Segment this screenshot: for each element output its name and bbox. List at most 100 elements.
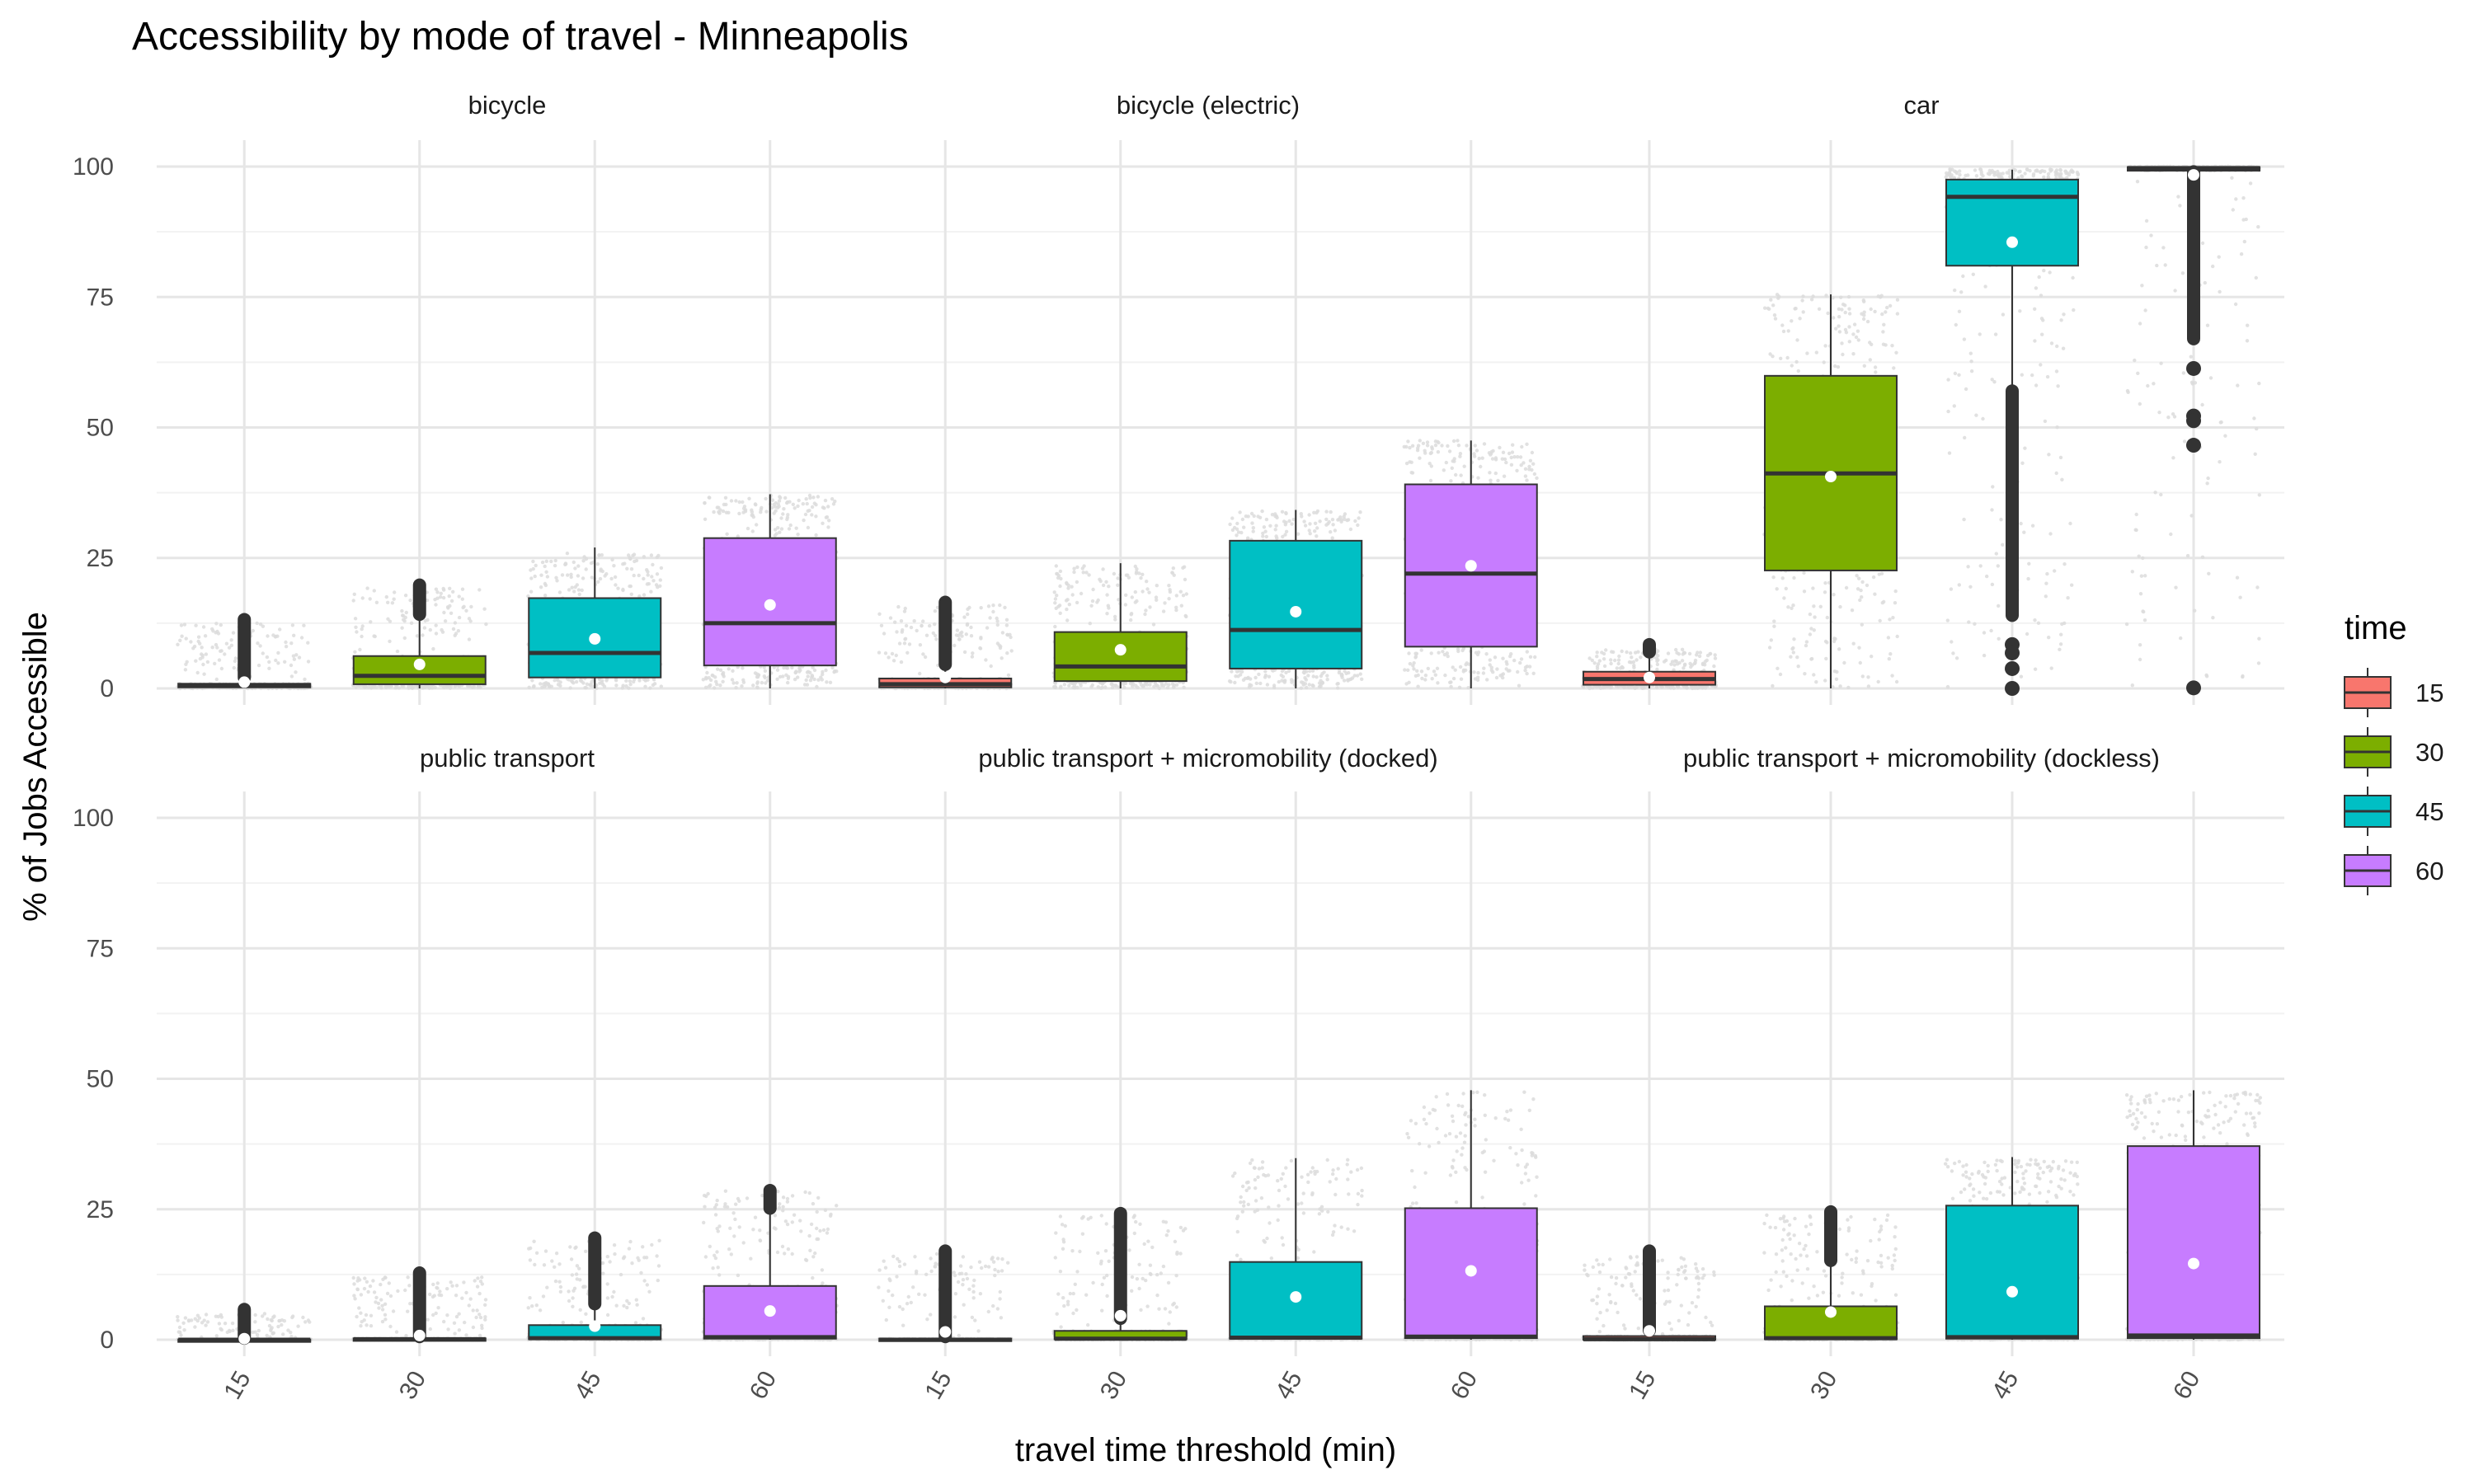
jitter-point	[1268, 524, 1272, 528]
jitter-point	[352, 592, 356, 596]
jitter-point	[783, 495, 788, 500]
jitter-point	[1290, 680, 1294, 684]
jitter-point	[1070, 593, 1075, 597]
jitter-point	[1151, 622, 1156, 627]
jitter-point	[1528, 655, 1533, 659]
jitter-point	[1126, 573, 1130, 577]
jitter-point	[2138, 643, 2142, 647]
jitter-point	[531, 559, 535, 564]
jitter-point	[1064, 599, 1069, 603]
jitter-point	[2053, 173, 2058, 177]
jitter-point	[1473, 677, 1478, 681]
jitter-point	[821, 521, 825, 525]
jitter-point	[2037, 275, 2041, 279]
jitter-point	[1969, 369, 1974, 373]
jitter-point	[788, 523, 793, 528]
jitter-point	[791, 502, 795, 506]
jitter-point	[1242, 525, 1246, 529]
jitter-point	[921, 619, 925, 623]
jitter-point	[1973, 622, 1977, 626]
jitter-point	[2161, 246, 2166, 250]
jitter-point	[1843, 303, 1847, 308]
mean-point	[1465, 560, 1477, 572]
jitter-point	[1428, 478, 1433, 483]
jitter-point	[570, 585, 574, 589]
jitter-point	[1994, 552, 1998, 556]
jitter-point	[986, 604, 991, 608]
jitter-point	[2027, 561, 2031, 566]
jitter-point	[1287, 519, 1291, 524]
jitter-point	[1674, 659, 1679, 664]
jitter-point	[596, 580, 600, 584]
jitter-point	[1090, 599, 1095, 603]
jitter-point	[1768, 352, 1772, 356]
jitter-point	[402, 618, 406, 622]
jitter-point	[294, 653, 299, 657]
jitter-point	[1258, 681, 1263, 686]
jitter-point	[1987, 172, 1992, 176]
jitter-point	[2146, 383, 2150, 388]
jitter-point	[1839, 295, 1843, 299]
jitter-point	[637, 679, 642, 683]
jitter-point	[289, 663, 294, 668]
jitter-point	[1129, 612, 1134, 616]
jitter-point	[1836, 364, 1841, 369]
jitter-point	[2020, 174, 2025, 179]
jitter-point	[223, 652, 227, 656]
jitter-point	[1825, 641, 1829, 645]
jitter-point	[266, 634, 270, 638]
jitter-point	[1868, 340, 1872, 345]
jitter-point	[1133, 589, 1138, 594]
jitter-point	[1507, 451, 1512, 456]
jitter-point	[750, 510, 755, 514]
jitter-point	[176, 642, 180, 646]
jitter-point	[2042, 269, 2046, 273]
jitter-point	[1509, 463, 1514, 467]
jitter-point	[1620, 665, 1625, 670]
jitter-point	[566, 573, 570, 577]
jitter-point	[1847, 312, 1852, 316]
jitter-point	[1945, 618, 1950, 622]
jitter-point	[1778, 672, 1783, 677]
jitter-point	[2044, 581, 2048, 585]
jitter-point	[1860, 580, 1865, 585]
jitter-point	[602, 684, 607, 688]
jitter-point	[1333, 528, 1338, 533]
jitter-point	[2031, 174, 2035, 178]
jitter-point	[1609, 661, 1613, 666]
jitter-point	[539, 573, 543, 577]
jitter-point	[401, 613, 406, 618]
jitter-point	[1890, 344, 1894, 348]
jitter-point	[1662, 660, 1667, 664]
jitter-point	[970, 655, 975, 659]
jitter-point	[299, 636, 304, 640]
jitter-point	[2171, 456, 2175, 460]
jitter-point	[1870, 655, 1874, 659]
jitter-point	[2075, 170, 2080, 175]
jitter-point	[1178, 589, 1183, 594]
jitter-point	[2140, 284, 2144, 288]
jitter-point	[642, 576, 646, 581]
jitter-point	[1792, 637, 1796, 641]
jitter-point	[1070, 681, 1075, 686]
jitter-point	[1109, 682, 1113, 686]
jitter-point	[1659, 685, 1664, 689]
jitter-point	[755, 674, 760, 679]
jitter-point	[1155, 598, 1159, 602]
jitter-point	[1602, 664, 1607, 669]
jitter-point	[1610, 685, 1614, 689]
jitter-point	[821, 672, 825, 677]
jitter-point	[1444, 460, 1449, 465]
jitter-point	[1089, 685, 1094, 689]
jitter-point	[1891, 616, 1895, 620]
jitter-point	[741, 500, 745, 505]
jitter-point	[796, 533, 800, 537]
jitter-point	[1418, 439, 1423, 443]
jitter-point	[567, 678, 571, 682]
jitter-point	[1004, 623, 1009, 627]
jitter-point	[574, 679, 579, 684]
jitter-point	[408, 599, 412, 603]
jitter-point	[255, 621, 259, 626]
jitter-point	[896, 604, 901, 609]
jitter-point	[801, 502, 805, 506]
